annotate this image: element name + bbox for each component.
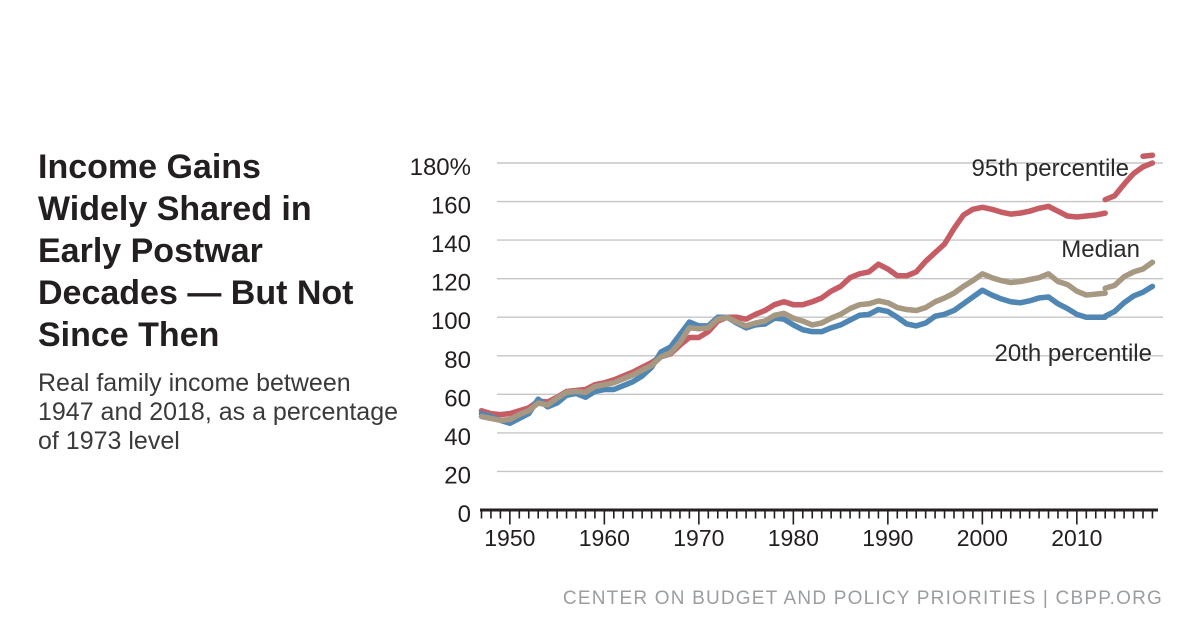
series-line-p95-segment2	[1102, 160, 1156, 203]
page-title-line: Income Gains	[38, 148, 261, 186]
y-axis-tick-label: 100	[431, 308, 471, 335]
y-axis-tick-label: 160	[431, 193, 471, 220]
headline-block: Income Gains Widely Shared in Early Post…	[38, 146, 438, 456]
y-axis-tick-label: 0	[458, 501, 471, 528]
page-title: Income Gains Widely Shared in Early Post…	[38, 146, 438, 356]
series-line-median-segment2	[1102, 259, 1156, 292]
footer-attribution: CENTER ON BUDGET AND POLICY PRIORITIES |…	[562, 588, 1163, 609]
x-axis-tick-label: 1960	[579, 525, 630, 551]
y-axis-tick-label: 120	[431, 270, 471, 297]
series-line-median	[478, 271, 1108, 424]
y-axis-tick-label: 80	[444, 347, 471, 374]
x-axis-tick-label: 2000	[957, 525, 1008, 551]
y-axis-labels: 0 20 40 60 80 100 120 140 160 180%	[410, 154, 471, 528]
chart-subtitle-line: Real family income between	[38, 369, 351, 397]
chart-render-layer: 0 20 40 60 80 100 120 140 160 180% 1950 1960 1970 198…	[410, 152, 1163, 551]
page-title-line: Widely Shared in	[38, 190, 312, 228]
y-axis-tick-label: 180%	[410, 154, 471, 181]
chart-subtitle-line: of 1973 level	[38, 427, 180, 455]
chart-subtitle-line: 1947 and 2018, as a percentage	[38, 398, 399, 426]
series-line-p95	[478, 203, 1108, 418]
page-title-line: Early Postwar	[38, 232, 263, 270]
x-axis-tick-label: 1970	[673, 525, 724, 551]
chart-subtitle: Real family income between 1947 and 2018…	[38, 369, 438, 456]
y-axis-tick-label: 60	[444, 385, 471, 412]
series-lines	[478, 152, 1156, 426]
gridlines	[497, 162, 1163, 473]
y-axis-tick-label: 20	[444, 462, 471, 489]
chart-series-labels: 95th percentile Median 20th percentile	[972, 155, 1152, 367]
x-axis-tick-label: 1990	[862, 525, 913, 551]
page-title-line: Since Then	[38, 316, 220, 354]
y-axis-tick-label: 140	[431, 231, 471, 258]
x-axis-tick-label: 1950	[484, 525, 535, 551]
x-axis-tick-label: 1980	[768, 525, 819, 551]
x-axis-tick-label: 2010	[1051, 525, 1102, 551]
x-axis: 1950 1960 1970 1980 1990 2000 2010	[480, 508, 1158, 551]
series-line-p20-segment2	[1102, 283, 1156, 320]
series-label-20th-percentile: 20th percentile	[995, 340, 1152, 367]
series-line-p20	[478, 287, 1108, 426]
y-axis-tick-label: 40	[444, 424, 471, 451]
series-label-95th-percentile: 95th percentile	[972, 155, 1129, 182]
series-line-p95-segment3	[1140, 152, 1156, 159]
series-label-median: Median	[1061, 236, 1140, 263]
page-title-line: Decades — But Not	[38, 274, 354, 312]
